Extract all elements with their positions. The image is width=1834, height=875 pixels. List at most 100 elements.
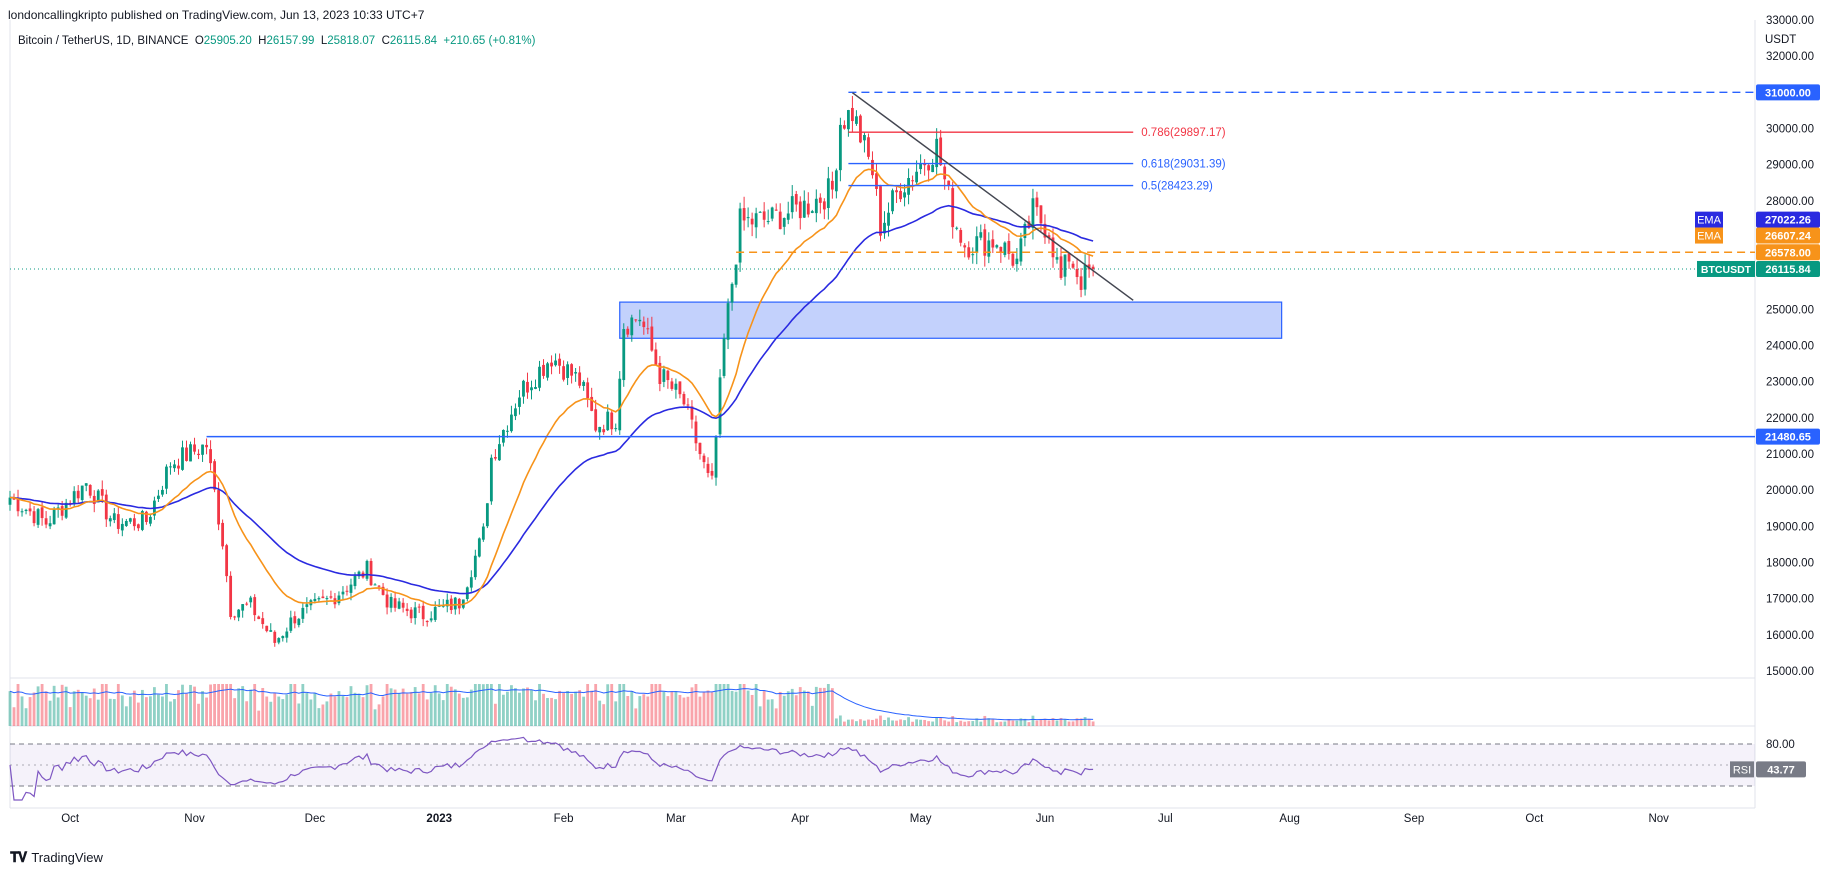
volume-bar: [951, 716, 955, 726]
candle-body: [895, 190, 898, 193]
candle-body: [955, 227, 959, 229]
volume-bar: [963, 721, 967, 726]
candle-body: [935, 138, 939, 168]
volume-bar: [181, 684, 184, 726]
candle-body: [237, 609, 241, 618]
candle-body: [995, 245, 999, 248]
volume-bar: [401, 688, 405, 726]
volume-bar: [626, 696, 630, 726]
candle-body: [104, 494, 108, 520]
volume-bar: [433, 685, 437, 726]
candle-body: [197, 453, 200, 456]
candle-body: [381, 586, 385, 595]
candle-body: [770, 207, 774, 219]
open-value: 25905.20: [203, 35, 252, 47]
volume-bar: [481, 684, 485, 726]
volume-bar: [353, 692, 357, 726]
volume-bar: [867, 719, 870, 726]
candle-body: [1043, 223, 1047, 238]
symbol-name[interactable]: Bitcoin / TetherUS, 1D, BINANCE: [18, 35, 189, 47]
volume-bar: [838, 715, 842, 726]
volume-bar: [1003, 721, 1007, 726]
volume-bar: [590, 690, 594, 726]
candle-body: [570, 364, 574, 376]
volume-bar: [830, 688, 834, 726]
candle-body: [630, 317, 634, 336]
candle-body: [698, 442, 702, 455]
last-price-badge: [1756, 260, 1820, 277]
volume-ma-line: [9, 688, 1094, 721]
volume-bar: [582, 696, 586, 726]
candle-body: [429, 618, 433, 621]
volume-bar: [213, 684, 216, 726]
volume-bar: [1015, 720, 1019, 726]
candle-body: [493, 457, 497, 459]
candle-body: [225, 545, 229, 577]
volume-bar: [814, 686, 818, 726]
candle-body: [389, 596, 393, 608]
volume-bar: [165, 684, 168, 726]
volume-bar: [594, 684, 598, 726]
candle-body: [642, 321, 646, 328]
change-value: +210.65 (+0.81%): [443, 35, 536, 47]
candle-body: [477, 538, 481, 557]
volume-bar: [12, 707, 16, 726]
volume-bar: [385, 684, 389, 726]
tradingview-logo[interactable]: 𝐓𝐕 TradingView: [10, 849, 103, 866]
volume-bar: [842, 721, 846, 726]
volume-bar: [610, 684, 614, 726]
volume-bar: [1031, 715, 1035, 726]
volume-bar: [506, 691, 509, 726]
candle-body: [578, 372, 582, 386]
open-label: O: [194, 35, 204, 47]
candle-body: [506, 430, 509, 432]
volume-bar: [999, 721, 1003, 726]
candle-body: [201, 444, 204, 455]
volume-bar: [1027, 722, 1031, 726]
volume-bar: [289, 684, 293, 726]
candle-body: [265, 625, 269, 632]
volume-bar: [497, 684, 501, 726]
volume-bar: [875, 718, 878, 726]
candle-body: [959, 230, 963, 243]
volume-bar: [1087, 718, 1091, 726]
candle-body: [241, 604, 245, 611]
candle-body: [987, 240, 991, 257]
candle-body: [806, 203, 810, 215]
volume-bar: [778, 691, 782, 726]
rsi-line: [9, 736, 1094, 801]
candle-body: [437, 605, 441, 607]
price-chart[interactable]: 15000.00 16000.00 17000.00 18000.00 19000.00…: [0, 0, 1834, 845]
y-tick-label: 24000.00: [1766, 341, 1814, 353]
volume-bar: [638, 696, 642, 726]
low-label: L: [320, 35, 328, 47]
candle-body: [562, 366, 565, 380]
candle-body: [842, 125, 846, 129]
ema-slow-tag-label: EMA: [1697, 215, 1722, 227]
volume-bar: [939, 718, 943, 726]
volume-bar: [558, 690, 561, 726]
volume-bar: [662, 691, 666, 726]
volume-bar: [911, 721, 914, 726]
volume-bar: [1063, 719, 1067, 726]
candle-body: [369, 560, 373, 586]
volume-bar: [132, 690, 136, 726]
candle-body: [229, 575, 233, 617]
candle-body: [136, 524, 140, 529]
volume-bar: [148, 696, 152, 726]
candle-body: [1079, 276, 1083, 290]
volume-bar: [373, 709, 377, 726]
candle-body: [421, 605, 425, 620]
volume-bar: [140, 689, 144, 726]
volume-bar: [630, 691, 634, 726]
candle-body: [714, 436, 718, 478]
volume-bar: [983, 715, 987, 726]
volume-bar: [221, 684, 225, 726]
candle-body: [28, 508, 32, 512]
volume-bar: [237, 688, 241, 726]
volume-bar: [891, 720, 894, 726]
candle-body: [734, 264, 738, 285]
volume-bar: [92, 688, 96, 726]
candle-body: [891, 190, 894, 212]
volume-bar: [88, 698, 92, 726]
